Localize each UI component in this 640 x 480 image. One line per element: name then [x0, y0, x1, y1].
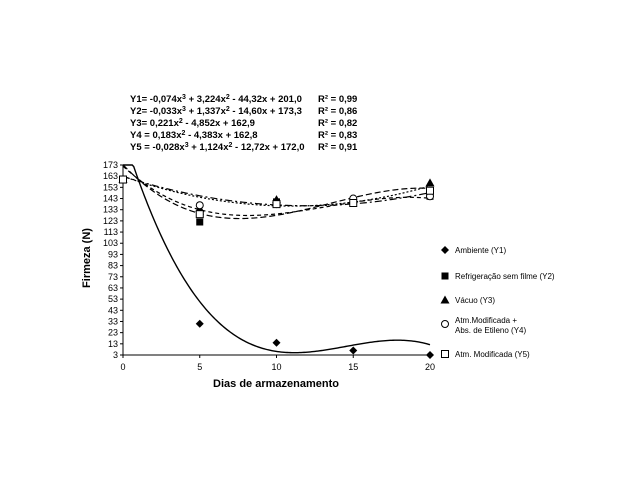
r-squared-text: R² = 0,82	[318, 118, 357, 129]
data-point	[195, 210, 204, 219]
equation-text: Y2= -0,033x3 + 1,337x2 - 14,60x + 173,3	[130, 106, 302, 118]
legend-label: Atm. Modificada (Y5)	[455, 350, 530, 359]
y-tick-label: 73	[108, 272, 118, 282]
legend: Ambiente (Y1) Refrigeração sem filme (Y2)…	[440, 246, 555, 359]
y-tick-label: 83	[108, 261, 118, 271]
legend-label: Refrigeração sem filme (Y2)	[455, 272, 555, 281]
data-point	[426, 351, 434, 359]
legend-marker	[440, 295, 450, 304]
equation-text: Y5 = -0,028x3 + 1,124x2 - 12,72x + 172,0	[130, 142, 305, 154]
data-point	[196, 218, 204, 226]
legend-label: Atm.Modificada + Abs. de Etileno (Y4)	[455, 316, 526, 335]
data-point	[425, 178, 435, 187]
data-point	[195, 319, 204, 328]
data-point	[272, 200, 281, 209]
legend-label: Ambiente (Y1)	[455, 246, 506, 255]
data-point	[349, 346, 358, 355]
y-tick-label: 163	[103, 171, 118, 181]
legend-marker	[441, 246, 449, 254]
fit-curve	[123, 164, 431, 354]
equation-text: Y4 = 0,183x2 - 4,383x + 162,8	[130, 130, 258, 142]
legend-marker	[441, 320, 449, 328]
y-tick-label: 33	[108, 316, 118, 326]
data-point	[119, 175, 127, 184]
r-squared-text: R² = 0,86	[318, 106, 357, 117]
r-squared-text: R² = 0,91	[318, 142, 358, 153]
y-tick-label: 143	[103, 194, 118, 204]
x-tick-label: 15	[348, 362, 358, 372]
y-tick-label: 53	[108, 294, 118, 304]
y-tick-label: 23	[108, 328, 118, 338]
equations-block: Y1= -0,074x3 + 3,224x2 - 44,32x + 201,0 R…	[130, 94, 358, 154]
x-tick-label: 0	[120, 362, 125, 372]
y-tick-label: 63	[108, 283, 118, 293]
x-tick-label: 5	[197, 362, 202, 372]
x-axis-title: Dias de armazenamento	[213, 378, 339, 390]
equation-text: Y3= 0,221x2 - 4,852x + 162,9	[130, 118, 255, 130]
y-tick-label: 123	[103, 216, 118, 226]
y-tick-label: 13	[108, 339, 118, 349]
y-ticks: 1731631531431331231131039383736353433323…	[103, 160, 123, 360]
data-point	[195, 201, 204, 210]
legend-marker	[441, 272, 449, 280]
fit-curve	[122, 164, 431, 220]
data-point	[272, 338, 281, 347]
data-points	[118, 175, 435, 359]
y-tick-label: 3	[113, 350, 118, 360]
y-tick-label: 93	[108, 249, 118, 259]
y-tick-label: 113	[104, 227, 118, 237]
y-tick-label: 153	[103, 182, 118, 192]
y-tick-label: 43	[108, 305, 118, 315]
y-tick-label: 103	[103, 238, 118, 248]
axes	[122, 165, 430, 356]
legend-marker	[441, 350, 449, 358]
x-ticks: 0 5 10 15 20	[120, 355, 435, 372]
fit-curves	[122, 164, 431, 354]
x-tick-label: 10	[271, 362, 281, 372]
r-squared-text: R² = 0,83	[318, 130, 357, 141]
r-squared-text: R² = 0,99	[318, 94, 357, 105]
y-axis-title: Firmeza (N)	[81, 228, 93, 288]
equation-text: Y1= -0,074x3 + 3,224x2 - 44,32x + 201,0	[130, 94, 302, 106]
data-point	[349, 199, 358, 207]
x-tick-label: 20	[425, 362, 435, 372]
legend-label: Vácuo (Y3)	[455, 296, 495, 305]
y-tick-label: 133	[103, 205, 118, 215]
y-tick-label: 173	[103, 160, 118, 170]
fit-curve	[122, 165, 431, 217]
data-point	[426, 186, 434, 195]
